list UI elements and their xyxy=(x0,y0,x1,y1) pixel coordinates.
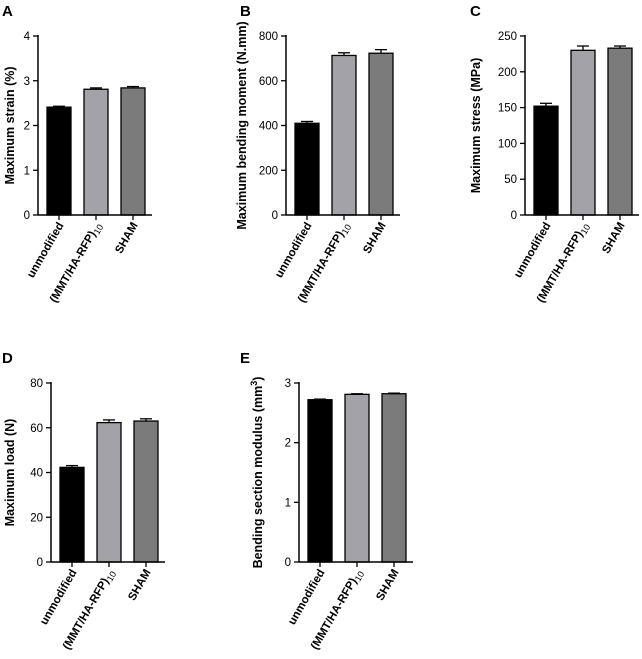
y-tick-label: 200 xyxy=(498,67,517,79)
x-tick-label: SHAM xyxy=(126,568,153,603)
y-tick-label: 1 xyxy=(24,165,30,177)
x-tick-label: unmodified xyxy=(273,221,314,281)
bar-2 xyxy=(331,54,357,216)
x-tick-label: SHAM xyxy=(374,568,401,603)
panel-label: C xyxy=(470,3,481,20)
y-tick-label: 0 xyxy=(37,557,43,569)
x-tick-label: unmodified xyxy=(286,568,327,628)
bar-1 xyxy=(46,106,72,216)
x-tick-label: SHAM xyxy=(113,221,140,256)
panel-e: E Bending section modulus (mm3) 0 1 2 3 unmodi… xyxy=(240,350,413,652)
x-tick-label: SHAM xyxy=(600,221,627,256)
x-tick-label: unmodified xyxy=(38,568,79,628)
y-tick-label: 0 xyxy=(272,210,278,222)
y-tick-label: 60 xyxy=(30,423,43,435)
y-tick-label: 20 xyxy=(30,512,43,524)
y-axis-title: Maximum load (N) xyxy=(3,419,17,527)
y-tick-label: 100 xyxy=(498,138,517,150)
y-tick-label: 2 xyxy=(285,438,291,450)
bar-1 xyxy=(533,105,559,216)
bar-1 xyxy=(59,466,85,563)
panel-label: E xyxy=(240,350,250,367)
y-tick-label: 4 xyxy=(24,31,31,43)
bar-3 xyxy=(381,393,407,563)
x-tick-label: SHAM xyxy=(361,221,388,256)
y-tick-label: 3 xyxy=(285,378,291,390)
y-axis-title: Maximum bending moment (N.mm) xyxy=(235,21,249,229)
y-tick-label: 1 xyxy=(285,497,291,509)
y-tick-label: 600 xyxy=(259,76,278,88)
y-tick-label: 0 xyxy=(24,210,30,222)
y-tick-label: 80 xyxy=(30,378,43,390)
y-tick-label: 3 xyxy=(24,76,30,88)
bar-2 xyxy=(570,49,596,216)
bar-1 xyxy=(307,399,333,563)
bar-3 xyxy=(607,47,633,216)
panel-label: D xyxy=(2,350,13,367)
bar-1 xyxy=(294,122,320,216)
y-tick-label: 50 xyxy=(504,174,517,186)
y-tick-label: 800 xyxy=(259,31,278,43)
y-tick-label: 250 xyxy=(498,31,517,43)
x-tick-label: unmodified xyxy=(512,221,553,281)
y-tick-label: 200 xyxy=(259,165,278,177)
y-tick-label: 40 xyxy=(30,468,43,480)
y-axis-title: Bending section modulus (mm3) xyxy=(249,377,265,569)
panel-label: B xyxy=(240,3,251,20)
y-axis-title: Maximum strain (%) xyxy=(3,66,17,184)
bar-2 xyxy=(344,393,370,563)
y-tick-label: 0 xyxy=(511,210,517,222)
bar-2 xyxy=(83,88,109,216)
y-axis-title: Maximum stress (MPa) xyxy=(469,58,483,193)
x-tick-label: unmodified xyxy=(25,221,66,281)
bar-3 xyxy=(133,420,159,563)
panel-label: A xyxy=(2,3,13,20)
y-tick-label: 0 xyxy=(285,557,291,569)
bar-3 xyxy=(120,87,146,216)
y-tick-label: 150 xyxy=(498,103,517,115)
panel-c: C Maximum stress (MPa) 0 50 100 150 200 250 unmo… xyxy=(469,3,639,305)
y-tick-label: 2 xyxy=(24,121,30,133)
bar-3 xyxy=(368,52,394,216)
y-tick-label: 400 xyxy=(259,121,278,133)
bar-2 xyxy=(96,421,122,563)
